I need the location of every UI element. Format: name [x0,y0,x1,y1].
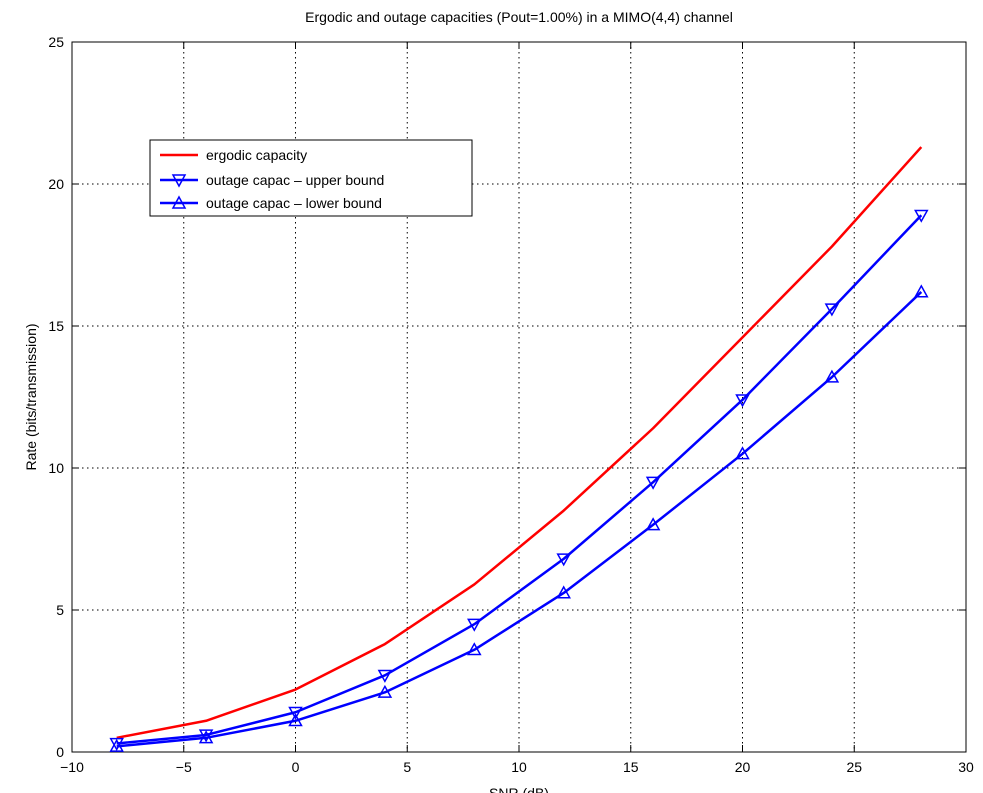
data-point-lower-bound [467,642,482,656]
chart-title: Ergodic and outage capacities (Pout=1.00… [305,9,733,25]
x-tick-label: 30 [958,759,974,775]
data-point-lower-bound [645,517,661,531]
x-tick-label: 15 [623,759,639,775]
data-point-lower-bound [288,713,303,727]
data-point-lower-bound [556,585,571,599]
series-line-upper-bound [116,214,923,745]
data-point-upper-bound [735,394,750,408]
y-tick-label: 25 [48,34,64,50]
data-point-lower-bound [377,684,393,698]
data-point-upper-bound [198,729,214,743]
data-point-lower-bound [735,446,750,460]
x-tick-label: 0 [292,759,300,775]
x-tick-label: 25 [846,759,862,775]
legend-label-upper: outage capac – upper bound [206,172,384,188]
x-tick-label: −5 [176,759,192,775]
data-point-upper-bound [556,553,571,567]
legend-label-ergodic: ergodic capacity [206,147,307,163]
legend-box [149,139,473,217]
x-tick-label: −10 [60,759,84,775]
tick-layer: −10 −5 0 5 10 15 20 25 30 0 5 10 15 20 25 [48,34,974,775]
data-point-lower-bound [198,730,214,744]
y-tick-label: 15 [48,318,64,334]
legend-marker-lower [171,195,187,209]
x-tick-label: 20 [735,759,751,775]
y-tick-label: 10 [48,460,64,476]
data-point-upper-bound [467,618,482,632]
x-axis-label: SNR (dB) [489,785,549,793]
series-layer [109,146,929,752]
series-line-ergodic-capacity [116,146,923,740]
data-point-upper-bound [109,737,124,752]
data-point-upper-bound [377,669,393,683]
data-point-lower-bound [914,284,929,298]
y-tick-label: 5 [56,602,64,618]
data-point-upper-bound [914,209,929,223]
legend-label-lower: outage capac – lower bound [206,195,382,211]
x-tick-label: 10 [511,759,527,775]
grid-layer [72,42,966,752]
y-axis-label: Rate (bits/transmission) [23,323,39,470]
series-line-lower-bound [116,291,923,748]
x-tick-label: 5 [403,759,411,775]
data-point-upper-bound [645,476,661,490]
data-point-upper-bound [824,303,840,317]
data-point-lower-bound [824,369,840,383]
y-tick-label: 0 [56,744,64,760]
y-tick-label: 20 [48,176,64,192]
legend-marker-upper [171,174,187,188]
legend: ergodic capacity outage capac – upper bo… [149,139,473,217]
data-point-upper-bound [288,706,303,720]
data-point-lower-bound [109,738,124,752]
